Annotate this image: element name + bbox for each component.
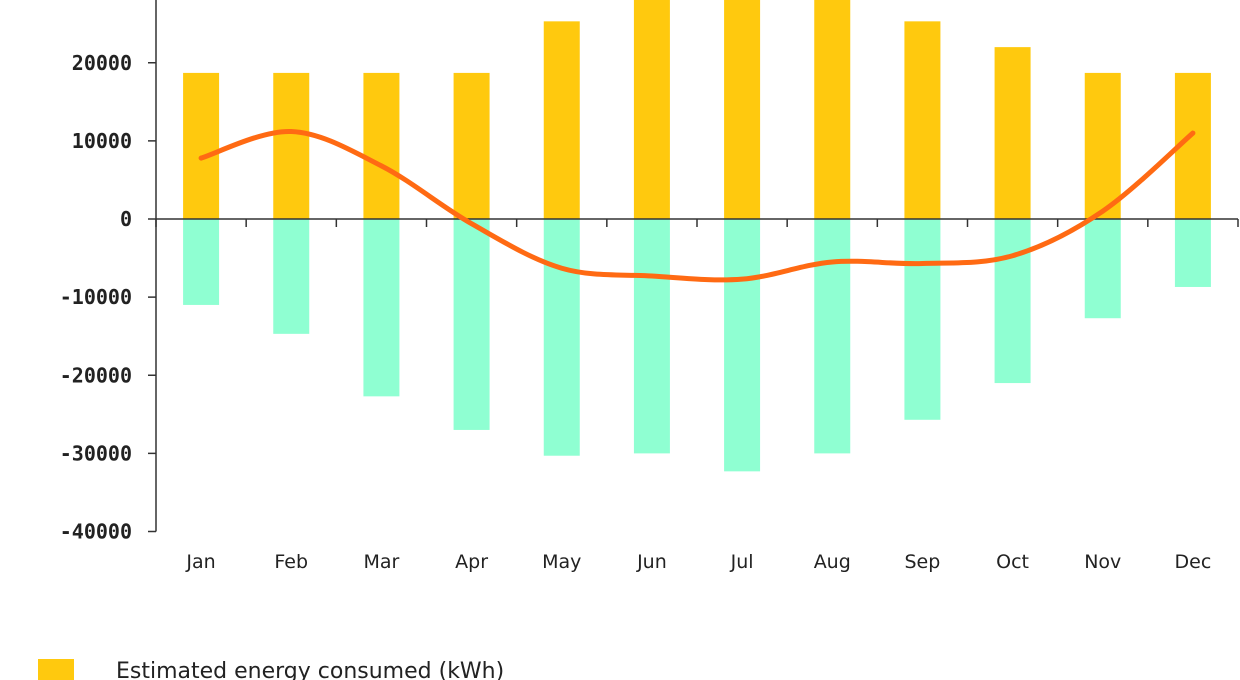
legend-swatch-consumed [38,659,74,680]
y-tick-label: -40000 [60,520,132,544]
legend-label-consumed: Estimated energy consumed (kWh) [116,659,504,680]
x-tick-label-may: May [542,551,581,573]
y-tick-label: 10000 [72,129,132,153]
bar-negative-jul [724,219,761,472]
bar-consumed-mar [363,72,400,219]
bar-negative-sep [904,219,941,420]
line-layer [198,128,1196,283]
bar-consumed-jul [724,0,761,219]
bar-negative-dec [1174,219,1211,287]
x-tick-label-sep: Sep [905,551,941,573]
x-tick-label-oct: Oct [996,551,1029,573]
bar-negative-nov [1084,219,1121,319]
x-tick-label-dec: Dec [1175,551,1212,573]
bar-consumed-may [543,21,580,219]
bar-consumed-sep [904,21,941,219]
x-tick-label-feb: Feb [274,551,308,573]
bar-consumed-jan [183,72,220,219]
bar-negative-feb [273,219,310,334]
legend: Estimated energy consumed (kWh) [38,659,504,680]
y-tick-label: -10000 [60,285,132,309]
bar-negative-mar [363,219,400,397]
bar-consumed-nov [1084,72,1121,219]
x-tick-label-aug: Aug [814,551,851,573]
x-tick-label-mar: Mar [363,551,399,573]
bar-negative-jun [633,219,670,454]
bar-negative-may [543,219,580,456]
y-tick-label: -20000 [60,363,132,387]
bar-negative-jan [183,219,220,305]
x-tick-label-apr: Apr [455,551,488,573]
bar-consumed-aug [814,0,851,219]
axes-layer [148,0,1239,533]
y-tick-label: 20000 [72,51,132,75]
bar-negative-apr [453,219,490,430]
bar-consumed-oct [994,47,1031,219]
bar-negative-oct [994,219,1031,384]
tick-labels-layer: 20000 10000 0 -10000 -20000 -30000 -40000 Jan Fe… [60,51,1212,573]
bar-consumed-apr [453,72,490,219]
x-tick-label-jul: Jul [730,551,754,573]
y-tick-label: 0 [120,207,132,231]
y-tick-label: -30000 [60,441,132,465]
trend-line [198,128,1196,283]
bar-consumed-feb [273,72,310,219]
bars-layer [183,0,1211,472]
bar-consumed-jun [633,0,670,219]
x-tick-label-jun: Jun [636,551,667,573]
x-tick-label-jan: Jan [185,551,215,573]
bar-negative-aug [814,219,851,454]
x-tick-label-nov: Nov [1084,551,1121,573]
